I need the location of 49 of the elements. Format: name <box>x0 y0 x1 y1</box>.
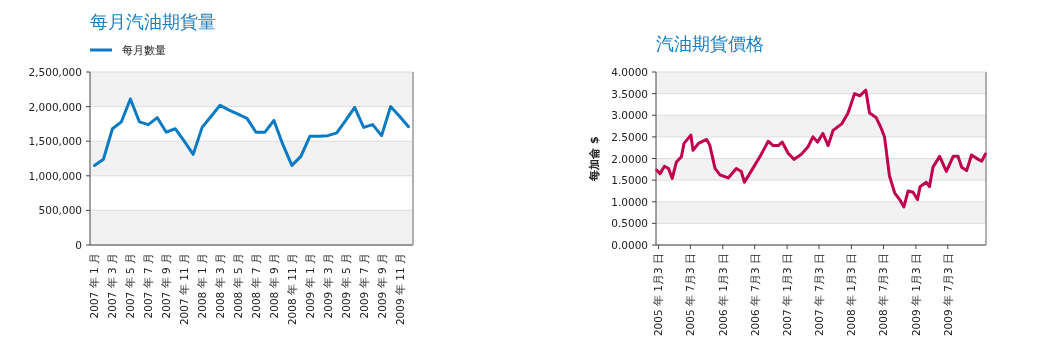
x-tick-label: 2009 年 9 月 <box>375 253 388 319</box>
x-tick-label: 2007 年 7 月 <box>142 253 155 319</box>
x-tick-label: 2007 年 7月3 日 <box>812 253 825 337</box>
x-tick-label: 2008 年 11 月 <box>285 253 298 326</box>
y-tick-label: 1,500,000 <box>28 135 82 148</box>
y-tick-label: 2.5000 <box>611 130 648 143</box>
x-tick-label: 2007 年 5 月 <box>124 253 137 319</box>
x-tick-label: 2006 年 7月3 日 <box>748 253 761 337</box>
x-tick-label: 2007 年 1月3 日 <box>781 253 794 337</box>
x-tick-label: 2008 年 1月3 日 <box>845 253 858 337</box>
x-tick-label: 2009 年 1 月 <box>303 253 316 319</box>
y-tick-label: 1,000,000 <box>28 169 82 182</box>
x-tick-label: 2008 年 7 月 <box>249 253 262 319</box>
y-tick-label: 500,000 <box>38 204 82 217</box>
x-tick-label: 2008 年 5 月 <box>232 253 245 319</box>
x-tick-label: 2008 年 7月3 日 <box>877 253 890 337</box>
y-tick-label: 2,000,000 <box>28 100 82 113</box>
x-tick-label: 2007 年 11 月 <box>178 253 191 326</box>
y-tick-label: 3.0000 <box>611 109 648 122</box>
x-tick-label: 2008 年 3 月 <box>214 253 227 319</box>
x-tick-label: 2008 年 1 月 <box>196 253 209 319</box>
chart-title: 每月汽油期貨量 <box>90 11 216 32</box>
x-tick-label: 2009 年 7 月 <box>357 253 370 319</box>
legend-label: 每月數量 <box>122 44 166 57</box>
x-tick-label: 2009 年 1月3 日 <box>909 253 922 337</box>
line-series <box>92 97 411 167</box>
x-tick-label: 2007 年 9 月 <box>160 253 173 319</box>
y-tick-label: 2.0000 <box>611 152 648 165</box>
y-tick-label: 0.0000 <box>611 239 648 251</box>
x-tick-label: 2005 年 1月3 日 <box>652 253 665 337</box>
x-tick-label: 2009 年 5 月 <box>339 253 352 319</box>
x-tick-label: 2007 年 1 月 <box>88 253 101 319</box>
x-tick-label: 2006 年 1月3 日 <box>716 253 729 337</box>
y-tick-label: 1.0000 <box>611 195 648 208</box>
y-tick-label: 4.0000 <box>611 66 648 78</box>
y-tick-label: 2,500,000 <box>28 66 82 78</box>
x-tick-label: 2009 年 7月3 日 <box>941 253 954 337</box>
x-tick-label: 2009 年 11 月 <box>393 253 406 326</box>
x-tick-label: 2009 年 3 月 <box>321 253 334 319</box>
y-tick-label: 0.5000 <box>611 217 648 230</box>
y-tick-label: 0 <box>75 239 82 251</box>
line-series <box>655 88 987 209</box>
y-tick-label: 1.5000 <box>611 174 648 187</box>
chart-title: 汽油期貨價格 <box>656 33 764 54</box>
x-tick-label: 2008 年 9 月 <box>267 253 280 319</box>
x-tick-label: 2007 年 3 月 <box>106 253 119 319</box>
x-tick-label: 2005 年 7月3 日 <box>684 253 697 337</box>
y-axis-title: 每加侖 $ <box>588 136 601 182</box>
y-tick-label: 3.5000 <box>611 87 648 100</box>
